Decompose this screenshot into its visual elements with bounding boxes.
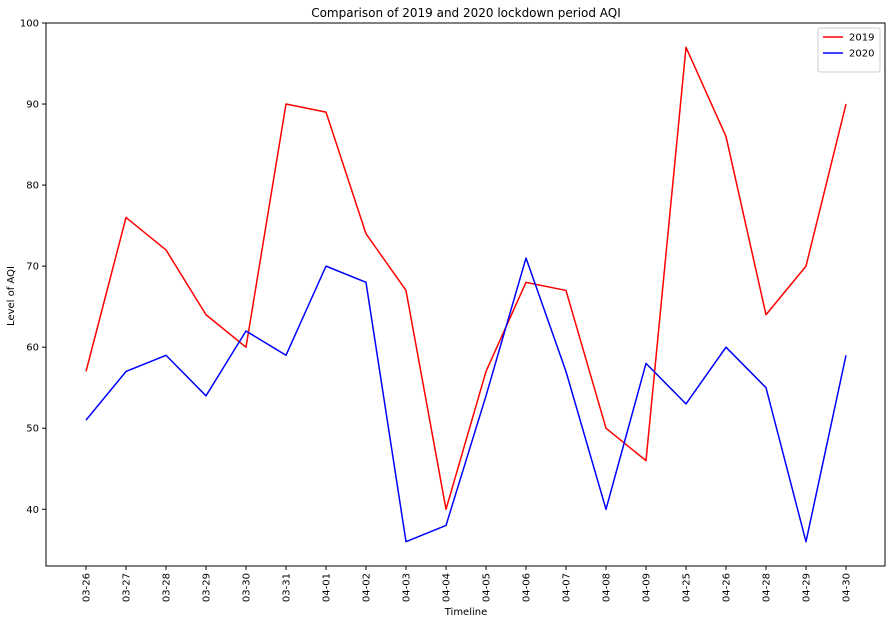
plot-area: 40 50 60 70 80 90 100 03-26 03-27 03-28 03-29 03-30… bbox=[20, 19, 886, 602]
x-tick-label: 04-25 bbox=[682, 573, 693, 602]
y-tick-label: 100 bbox=[20, 19, 39, 30]
legend-label-2019: 2019 bbox=[849, 33, 874, 44]
legend: 2019 2020 bbox=[817, 27, 881, 73]
y-tick-label: 80 bbox=[26, 181, 39, 192]
y-tick-label: 60 bbox=[26, 343, 39, 354]
x-tick-label: 04-02 bbox=[362, 573, 373, 602]
chart-title: Comparison of 2019 and 2020 lockdown per… bbox=[311, 6, 621, 20]
x-tick-label: 04-07 bbox=[562, 573, 573, 602]
x-tick-label: 03-29 bbox=[202, 573, 213, 602]
y-tick-label: 70 bbox=[26, 262, 39, 273]
x-tick-label: 04-08 bbox=[602, 573, 613, 602]
x-tick-label: 04-03 bbox=[402, 573, 413, 602]
x-tick-label: 04-28 bbox=[762, 573, 773, 602]
y-axis-title: Level of AQI bbox=[6, 266, 17, 326]
x-tick-label: 03-31 bbox=[282, 573, 293, 602]
x-tick-label: 04-09 bbox=[642, 573, 653, 602]
x-tick-label: 04-06 bbox=[522, 573, 533, 602]
x-tick-label: 04-29 bbox=[802, 573, 813, 602]
series-line-2019 bbox=[85, 46, 847, 511]
x-tick-label: 03-30 bbox=[242, 573, 253, 602]
x-tick-label: 04-05 bbox=[482, 573, 493, 602]
x-tick-label: 03-28 bbox=[162, 573, 173, 602]
x-tick-label: 04-30 bbox=[842, 573, 853, 602]
y-tick-label: 40 bbox=[26, 505, 39, 516]
legend-label-2020: 2020 bbox=[849, 49, 874, 60]
y-tick-label: 50 bbox=[26, 424, 39, 435]
x-tick-label: 03-27 bbox=[122, 573, 133, 602]
series-line-2020 bbox=[85, 257, 847, 543]
x-axis-title: Timeline bbox=[444, 607, 488, 618]
x-tick-label: 03-26 bbox=[82, 573, 93, 602]
y-tick-label: 90 bbox=[26, 100, 39, 111]
legend-box bbox=[817, 27, 881, 73]
x-tick-label: 04-01 bbox=[322, 573, 333, 602]
x-tick-label: 04-04 bbox=[442, 573, 453, 602]
x-tick-label: 04-26 bbox=[722, 573, 733, 602]
plot-frame bbox=[45, 22, 886, 567]
